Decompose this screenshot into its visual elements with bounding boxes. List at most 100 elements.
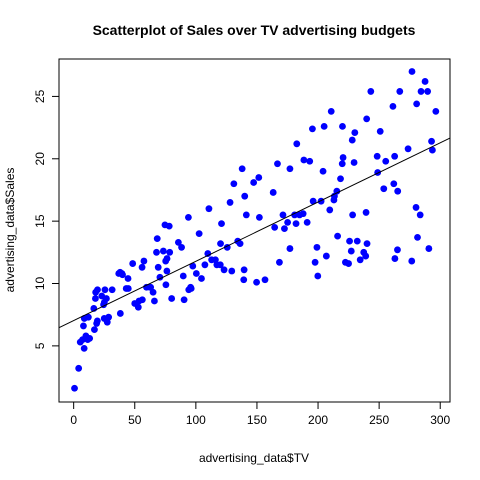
data-point xyxy=(238,165,246,173)
data-point xyxy=(217,240,224,247)
data-point xyxy=(347,247,355,255)
data-point xyxy=(351,129,359,136)
data-point xyxy=(322,252,330,260)
data-point xyxy=(362,209,370,216)
data-point xyxy=(394,187,402,195)
data-point xyxy=(303,218,311,226)
y-tick-label: 15 xyxy=(33,214,47,228)
data-point xyxy=(337,175,344,183)
data-point xyxy=(293,140,301,148)
data-point xyxy=(218,220,225,228)
data-point xyxy=(198,275,205,282)
x-axis-label: advertising_data$TV xyxy=(199,451,309,465)
data-point xyxy=(180,296,188,304)
data-point xyxy=(320,122,328,130)
data-point xyxy=(269,189,277,196)
data-point xyxy=(159,247,167,255)
data-point xyxy=(339,122,346,130)
data-point xyxy=(242,211,250,219)
data-point xyxy=(174,238,182,246)
data-point xyxy=(421,78,429,85)
data-point xyxy=(346,237,353,245)
data-point xyxy=(276,258,283,266)
data-point xyxy=(184,214,192,221)
data-point xyxy=(240,276,248,284)
data-point xyxy=(228,267,236,275)
data-point xyxy=(153,235,161,243)
x-tick-label: 50 xyxy=(128,413,142,427)
y-tick-label: 10 xyxy=(33,277,47,291)
data-point xyxy=(345,260,352,267)
data-point xyxy=(165,222,173,230)
data-point xyxy=(389,102,397,110)
data-point xyxy=(261,276,269,284)
data-point xyxy=(80,322,87,330)
data-point xyxy=(129,260,137,267)
x-tick-label: 200 xyxy=(308,413,328,427)
data-point xyxy=(84,313,92,321)
plot-frame xyxy=(58,58,451,403)
data-point xyxy=(313,243,321,251)
y-axis-label: advertising_data$Sales xyxy=(3,168,17,293)
data-point xyxy=(91,326,98,334)
data-point xyxy=(230,180,238,188)
data-point xyxy=(279,211,287,219)
data-point xyxy=(428,137,435,145)
data-point xyxy=(205,205,213,213)
data-point xyxy=(103,295,110,302)
data-point xyxy=(71,384,78,392)
data-points xyxy=(71,68,440,392)
data-point xyxy=(413,100,421,108)
data-point xyxy=(353,237,361,245)
data-point xyxy=(350,159,358,166)
data-point xyxy=(93,317,101,325)
y-tick-label: 5 xyxy=(33,342,47,349)
data-point xyxy=(163,267,171,275)
data-point xyxy=(291,211,298,219)
data-point xyxy=(162,281,170,289)
data-point xyxy=(334,232,341,240)
data-point xyxy=(149,288,157,296)
data-point xyxy=(311,258,319,266)
data-point xyxy=(241,192,249,200)
data-point xyxy=(408,68,416,75)
data-point xyxy=(382,157,390,165)
regression-line xyxy=(58,137,451,329)
x-tick-label: 300 xyxy=(430,413,450,427)
data-point xyxy=(253,278,260,286)
data-point xyxy=(271,223,279,231)
data-point xyxy=(327,107,335,115)
data-point xyxy=(153,248,160,256)
data-point xyxy=(119,271,126,279)
data-point xyxy=(416,211,424,219)
data-point xyxy=(255,214,263,221)
data-point xyxy=(349,211,357,219)
data-point xyxy=(363,115,371,123)
data-point xyxy=(363,240,371,247)
data-point xyxy=(189,262,197,270)
data-point xyxy=(236,240,244,247)
data-point xyxy=(281,225,288,233)
data-point xyxy=(417,88,425,95)
data-point xyxy=(151,297,158,305)
data-point xyxy=(391,152,399,160)
data-point xyxy=(255,174,263,181)
x-tick-label: 250 xyxy=(369,413,389,427)
data-point xyxy=(192,270,200,277)
data-point xyxy=(138,296,146,304)
data-point xyxy=(306,157,314,165)
data-point xyxy=(404,145,412,153)
data-point xyxy=(396,88,404,95)
data-point xyxy=(424,88,432,95)
data-point xyxy=(339,154,347,161)
data-point xyxy=(429,146,436,154)
data-point xyxy=(376,127,384,135)
data-point xyxy=(286,245,294,252)
data-point xyxy=(408,257,416,265)
data-point xyxy=(204,250,212,257)
data-point xyxy=(390,180,398,188)
y-tick-label: 25 xyxy=(33,89,47,103)
data-point xyxy=(108,286,116,294)
data-point xyxy=(330,196,338,204)
data-point xyxy=(220,266,228,274)
